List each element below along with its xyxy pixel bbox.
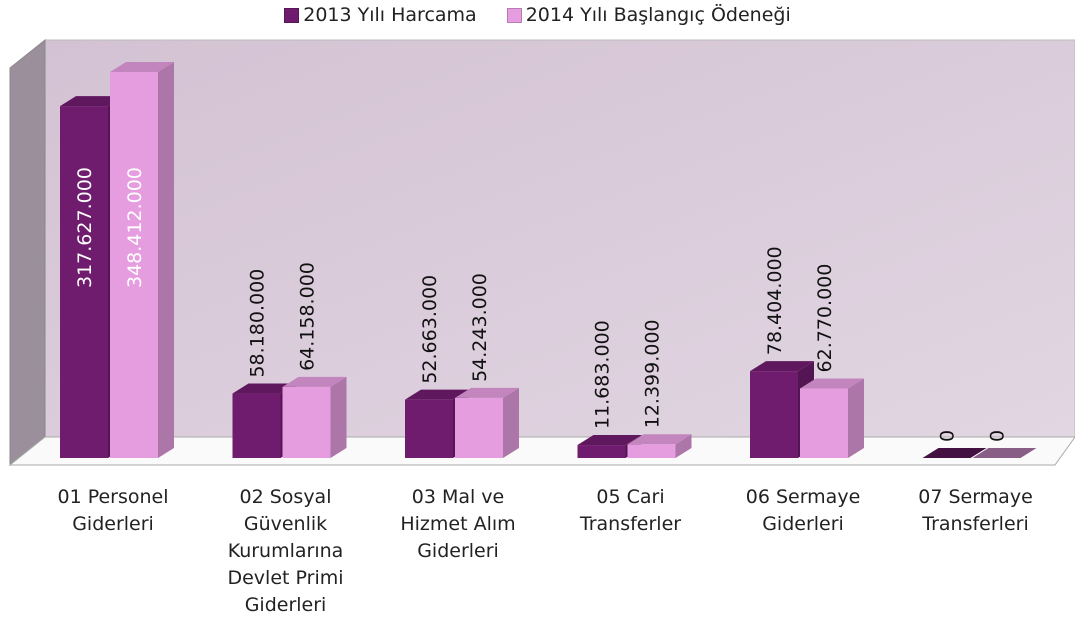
data-label: 348.412.000	[124, 167, 146, 288]
bar-top	[232, 383, 297, 394]
legend-swatch	[506, 7, 522, 23]
bar-side	[330, 376, 347, 458]
side-wall	[9, 38, 46, 467]
bar-top	[455, 387, 519, 398]
bar	[750, 371, 798, 458]
bar-top	[750, 361, 814, 372]
bar-top	[577, 435, 642, 446]
data-label: 52.663.000	[419, 275, 441, 384]
bar-top	[922, 448, 987, 458]
bar-top	[282, 376, 347, 387]
bar	[282, 386, 331, 458]
bar-top	[627, 434, 692, 445]
bar-side	[675, 434, 692, 458]
bar-top	[972, 448, 1037, 458]
data-label: 54.243.000	[469, 273, 491, 382]
legend: 2013 Yılı Harcama 2014 Yılı Başlangıç Öde…	[0, 4, 1075, 26]
data-label: 58.180.000	[247, 269, 269, 378]
data-label: 0	[937, 430, 959, 442]
bar-top	[110, 62, 174, 72]
x-tick-label: 05 Cari Transferler	[579, 486, 682, 535]
data-label: 11.683.000	[592, 320, 614, 429]
x-tick-label: 03 Mal ve Hizmet Alım Giderleri	[400, 486, 516, 562]
data-label: 62.770.000	[814, 264, 836, 373]
bar-top	[60, 96, 124, 107]
bar	[455, 397, 503, 458]
bar	[800, 388, 848, 458]
legend-item: 2014 Yılı Başlangıç Ödeneği	[506, 4, 791, 26]
legend-swatch	[284, 7, 300, 23]
bar	[627, 444, 676, 458]
x-tick-label: 02 Sosyal Güvenlik Kurumlarına Devlet Pr…	[227, 486, 344, 616]
bar-top	[800, 378, 864, 389]
back-wall	[44, 39, 1075, 438]
bar-side	[503, 387, 519, 458]
data-label: 78.404.000	[764, 246, 786, 355]
data-label: 12.399.000	[642, 319, 664, 428]
legend-label: 2013 Yılı Harcama	[303, 4, 477, 26]
x-tick-label: 07 Sermaye Transferleri	[918, 486, 1033, 535]
x-tick-label: 01 Personel Giderleri	[57, 486, 169, 535]
bar	[405, 399, 453, 458]
bar-side	[848, 378, 864, 458]
data-label: 317.627.000	[74, 167, 96, 288]
bar-side	[158, 62, 174, 458]
bar	[577, 445, 626, 458]
bar	[60, 106, 108, 458]
legend-label: 2014 Yılı Başlangıç Ödeneği	[525, 4, 791, 26]
bar-top	[405, 389, 469, 400]
data-label: 64.158.000	[297, 262, 319, 371]
bar	[110, 72, 158, 458]
x-tick-label: 06 Sermaye Giderleri	[745, 486, 861, 535]
bar	[232, 393, 281, 458]
data-label: 0	[987, 430, 1009, 442]
legend-item: 2013 Yılı Harcama	[284, 4, 477, 26]
